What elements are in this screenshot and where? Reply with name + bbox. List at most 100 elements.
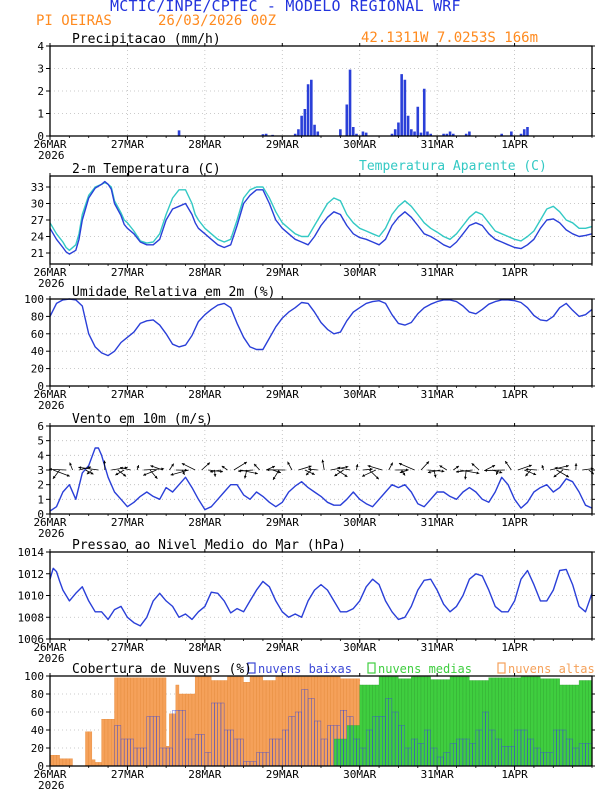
mid-cloud-bar — [346, 725, 351, 767]
temperature-line — [49, 180, 593, 255]
wind-vector-head — [554, 466, 558, 470]
y-tick-label: 5 — [37, 435, 44, 448]
y-tick-label: 33 — [31, 181, 44, 194]
x-tick-label: 1APR — [501, 266, 528, 279]
wind-vector-head — [123, 473, 127, 477]
y-tick-label: 100 — [24, 670, 44, 683]
mid-cloud-bar — [420, 676, 425, 767]
x-tick-label: 29MAR — [266, 138, 299, 151]
y-tick-label: 20 — [31, 742, 44, 755]
x-tick-label: 1APR — [501, 388, 528, 401]
y-tick-label: 0 — [37, 380, 44, 393]
precip-bar — [419, 132, 423, 136]
high-cloud-bar — [120, 677, 125, 767]
wind-vector-head — [499, 470, 503, 474]
wind-vector-head — [464, 476, 467, 480]
x-tick-year: 2026 — [38, 399, 65, 412]
precip-bar — [413, 131, 416, 136]
x-tick-label: 28MAR — [188, 516, 221, 529]
mid-cloud-bar — [527, 676, 531, 767]
x-tick-label: 26MAR — [33, 266, 66, 279]
mid-cloud-bar — [482, 680, 486, 767]
wind-vector-head — [220, 469, 223, 473]
precip-bar — [300, 115, 303, 136]
wind-vector-head — [207, 462, 210, 466]
wind-vector-head — [88, 466, 92, 469]
panel-title: Pressao ao Nivel Medio do Mar (hPa) — [72, 538, 346, 553]
high-cloud-bar — [201, 676, 205, 767]
wind-vector-head — [345, 465, 349, 469]
wind-vector-head — [337, 466, 341, 470]
x-tick-label: 27MAR — [111, 138, 144, 151]
mid-cloud-bar — [536, 676, 541, 767]
wind-vector-head — [375, 476, 379, 480]
y-tick-label: 2 — [37, 85, 44, 98]
x-tick-label: 27MAR — [111, 641, 144, 654]
panel-title: Precipitacao (mm/h) — [72, 32, 221, 47]
precip-bar — [403, 79, 407, 136]
x-tick-label: 30MAR — [343, 641, 376, 654]
mid-cloud-bar — [575, 684, 580, 767]
wind-vector-head — [90, 471, 94, 475]
precip-bar — [345, 104, 349, 136]
mid-cloud-bar — [395, 676, 399, 767]
wind-vector-head — [574, 463, 578, 466]
mid-cloud-bar — [433, 679, 438, 767]
precip-bar — [422, 88, 426, 136]
wind-vector-head — [136, 465, 140, 469]
high-cloud-bar — [182, 693, 186, 767]
wind-vector-head — [541, 465, 545, 469]
mid-cloud-bar — [485, 680, 489, 767]
precip-bar — [519, 133, 523, 136]
high-cloud-bar — [159, 677, 164, 767]
wind-vector-head — [271, 465, 275, 469]
high-cloud-bar — [149, 677, 154, 767]
mid-cloud-bar — [453, 676, 457, 767]
high-cloud-bar — [217, 680, 222, 767]
x-tick-label: 28MAR — [188, 266, 221, 279]
high-cloud-bar — [230, 676, 234, 767]
wind-vector-head — [399, 470, 403, 474]
y-tick-label: 40 — [31, 724, 44, 737]
high-cloud-bar — [140, 677, 144, 767]
x-tick-year: 2026 — [38, 277, 65, 290]
wind-vector-head — [273, 476, 276, 480]
high-cloud-bar — [330, 676, 335, 767]
y-tick-label: 1010 — [18, 590, 45, 603]
y-tick-label: 2 — [37, 479, 44, 492]
precip-bar — [293, 133, 297, 136]
high-cloud-bar — [227, 676, 231, 767]
wind-vector-head — [69, 462, 72, 466]
x-tick-label: 26MAR — [33, 388, 66, 401]
legend-swatch — [247, 662, 256, 674]
wind-vector-head — [308, 465, 312, 469]
high-cloud-bar — [211, 680, 215, 767]
wind-vector — [53, 469, 70, 477]
high-cloud-bar — [146, 677, 151, 767]
x-tick-label: 26MAR — [33, 641, 66, 654]
high-cloud-bar — [178, 693, 183, 767]
mid-cloud-bar — [562, 684, 567, 767]
mid-cloud-bar — [572, 684, 576, 767]
mid-cloud-bar — [365, 684, 370, 767]
y-tick-label: 1012 — [18, 568, 45, 581]
high-cloud-bar — [169, 713, 173, 767]
x-tick-label: 30MAR — [343, 388, 376, 401]
mid-cloud-bar — [372, 684, 376, 767]
high-cloud-bar — [124, 677, 128, 767]
wind-vector — [549, 465, 569, 471]
mid-cloud-bar — [353, 725, 357, 767]
wind-vector-head — [66, 473, 70, 477]
high-cloud-bar — [69, 758, 73, 767]
high-cloud-bar — [246, 682, 251, 767]
high-cloud-bar — [249, 676, 254, 767]
precip-bar — [448, 131, 452, 136]
mid-cloud-bar — [378, 676, 383, 767]
high-cloud-bar — [324, 676, 328, 767]
mid-cloud-bar — [475, 680, 480, 767]
wind-vector-head — [334, 473, 338, 477]
high-cloud-bar — [301, 676, 305, 767]
x-tick-label: 29MAR — [266, 516, 299, 529]
